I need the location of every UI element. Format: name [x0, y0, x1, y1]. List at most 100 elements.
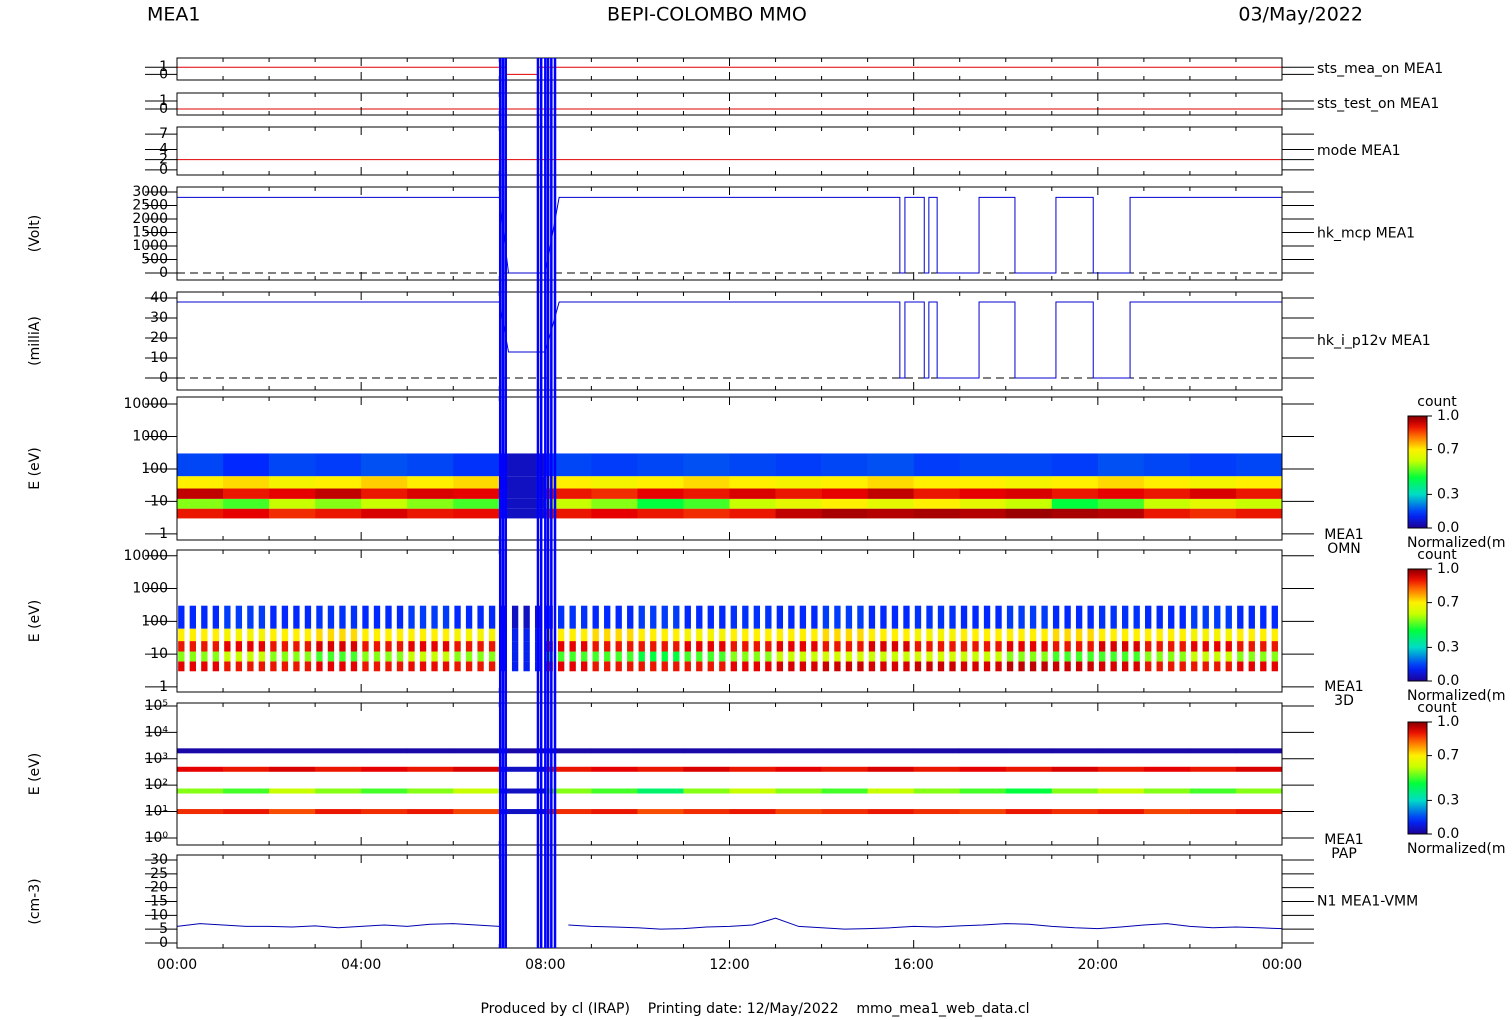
energy-stripe	[637, 809, 684, 815]
spectrogram-cell	[638, 628, 645, 642]
series-line	[177, 66, 1282, 75]
spectrogram-cell	[822, 641, 830, 652]
spectrogram-cell	[212, 641, 220, 652]
spectrogram-cell	[270, 628, 277, 642]
spectrogram-cell	[453, 508, 500, 519]
spectrogram-cell	[949, 605, 956, 629]
spectrogram-cell	[177, 476, 224, 489]
spectrogram-cell	[315, 476, 362, 489]
spectrogram-cell	[845, 605, 853, 629]
spectrogram-cell	[903, 661, 910, 672]
spectrogram-cell	[1018, 651, 1025, 662]
spectrogram-cell	[845, 651, 853, 662]
spectrogram-cell	[453, 498, 500, 509]
spectrogram-cell	[627, 661, 634, 672]
energy-stripe	[1235, 809, 1283, 815]
spectrogram-cell	[1087, 628, 1094, 642]
spectrogram-cell	[959, 508, 1007, 519]
spectrogram-cell	[834, 605, 841, 629]
x-tick-label: 08:00	[525, 957, 565, 973]
spectrogram-cell	[868, 641, 876, 652]
spectrogram-cell	[1052, 605, 1060, 629]
spectrogram-cell	[546, 641, 553, 652]
spectrogram-cell	[316, 628, 323, 642]
spectrogram-cell	[293, 628, 300, 642]
spectrogram-cell	[1145, 661, 1152, 672]
spectrogram-cell	[235, 641, 243, 652]
spectrogram-cell	[1087, 661, 1094, 672]
spectrogram-cell	[408, 661, 415, 672]
energy-stripe	[1097, 809, 1145, 815]
spectrogram-cell	[776, 651, 784, 662]
spectrogram-cell	[361, 453, 408, 477]
spectrogram-cell	[822, 651, 830, 662]
spectrogram-cell	[592, 605, 599, 629]
x-tick-label: 12:00	[709, 957, 749, 973]
spectrogram-cell	[730, 661, 737, 672]
spectrogram-cell	[373, 605, 381, 629]
spectrogram-cell	[557, 661, 565, 672]
spectrogram-cell	[224, 651, 231, 662]
spectrogram-cell	[569, 651, 576, 662]
spectrogram-cell	[903, 628, 910, 642]
spectrogram-cell	[1202, 628, 1209, 642]
spectrogram-cell	[1237, 628, 1244, 642]
spectrogram-cell	[178, 661, 185, 672]
spectrogram-cell	[937, 605, 945, 629]
spectrogram-cell	[499, 508, 546, 519]
spectrogram-cell	[821, 508, 868, 519]
spectrogram-cell	[177, 453, 224, 477]
energy-stripe	[591, 766, 638, 772]
spectrogram-cell	[960, 605, 968, 629]
energy-stripe	[867, 766, 914, 772]
spectrogram-cell	[1122, 651, 1129, 662]
spectrogram-cell	[696, 605, 703, 629]
energy-stripe	[407, 809, 454, 815]
spectrogram-cell	[258, 605, 266, 629]
energy-stripe	[1189, 788, 1237, 794]
spectrogram-cell	[742, 628, 749, 642]
spectrogram-cell	[316, 641, 323, 652]
spectrogram-cell	[258, 661, 266, 672]
spectrogram-cell	[523, 661, 530, 672]
energy-stripe	[453, 766, 500, 772]
spectrogram-cell	[1156, 641, 1163, 652]
spectrogram-cell	[1097, 498, 1145, 509]
energy-stripe	[637, 788, 684, 794]
spectrogram-cell	[914, 661, 922, 672]
spectrogram-cell	[557, 628, 565, 642]
spectrogram-cell	[983, 661, 991, 672]
spectrogram-cell	[1029, 661, 1037, 672]
colorbar-label: Normalized(m	[1407, 841, 1506, 857]
spectrogram-cell	[1029, 641, 1037, 652]
spectrogram-cell	[511, 641, 519, 652]
spectrogram-cell	[189, 605, 196, 629]
spectrogram-cell	[638, 651, 645, 662]
spectrogram-cell	[673, 661, 680, 672]
spectrogram-cell	[696, 628, 703, 642]
spectrogram-cell	[511, 605, 519, 629]
spectrogram-cell	[1168, 605, 1175, 629]
spectrogram-cell	[1110, 651, 1117, 662]
spectrogram-cell	[960, 628, 968, 642]
colorbar-title: count	[1417, 394, 1457, 410]
spectrogram-cell	[488, 661, 496, 672]
energy-stripe	[269, 766, 316, 772]
spectrogram-cell	[339, 651, 346, 662]
energy-stripe	[315, 766, 362, 772]
spectrogram-cell	[914, 641, 922, 652]
spectrogram-cell	[224, 641, 231, 652]
spectrogram-cell	[627, 605, 634, 629]
energy-stripe	[1097, 766, 1145, 772]
energy-stripe	[775, 766, 822, 772]
spectrogram-cell	[650, 605, 657, 629]
spectrogram-cell	[1018, 628, 1025, 642]
spectrogram-cell	[867, 453, 914, 477]
spectrogram-cell	[707, 605, 714, 629]
spectrogram-cell	[396, 651, 404, 662]
spectrogram-cell	[1041, 628, 1048, 642]
spectrogram-cell	[788, 628, 795, 642]
colorbar-tick-label: 1.0	[1437, 561, 1459, 577]
energy-stripe	[775, 788, 822, 794]
spectrogram-cell	[1098, 641, 1106, 652]
